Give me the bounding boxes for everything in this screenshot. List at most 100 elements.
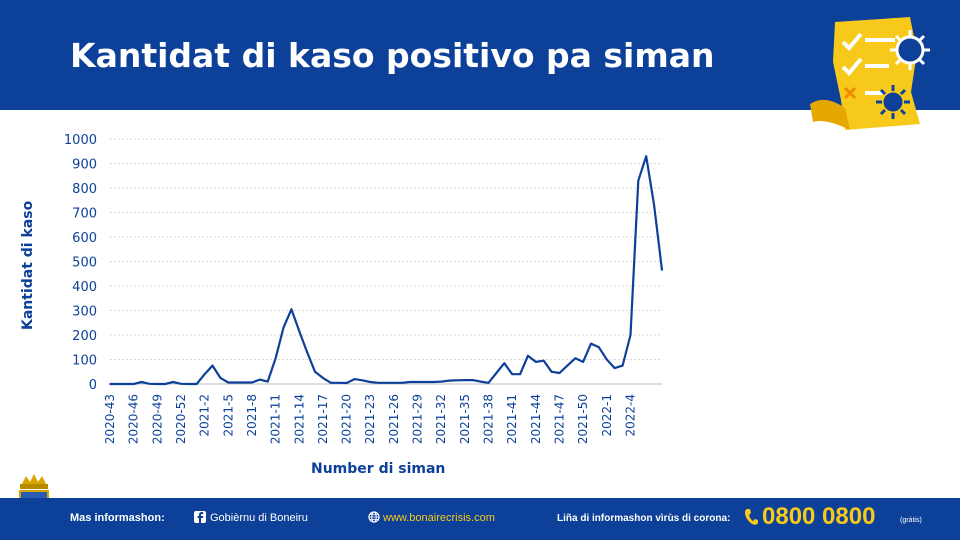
data-point — [109, 383, 111, 385]
data-point — [195, 383, 198, 385]
footer-bar: Mas informashon: Gobièrnu di Boneiru www… — [0, 498, 960, 540]
data-point — [290, 308, 293, 311]
data-point — [148, 382, 151, 385]
x-tick-label: 2021-38 — [482, 394, 496, 444]
data-point — [456, 379, 458, 382]
data-point — [464, 379, 466, 381]
data-point — [211, 364, 214, 367]
y-tick-label: 900 — [72, 158, 97, 173]
data-point — [661, 269, 663, 271]
data-point — [558, 372, 561, 374]
data-point — [527, 355, 529, 357]
y-tick-label: 800 — [72, 182, 97, 197]
data-point — [582, 361, 584, 363]
x-tick-label: 2022-1 — [600, 394, 614, 437]
cases-line-chart: 0 100 200 300 400 500 600 700 800 900 1000 2020-43 2… — [64, 133, 664, 444]
more-info-label: Mas informashon: — [70, 512, 165, 524]
x-tick-label: 2021-44 — [529, 394, 543, 444]
phone-icon — [744, 508, 758, 529]
data-point — [156, 383, 159, 385]
data-point — [590, 342, 592, 345]
x-tick-label: 2021-5 — [221, 394, 235, 437]
y-tick-label: 500 — [72, 256, 97, 271]
data-point — [117, 383, 119, 385]
data-point — [227, 381, 230, 384]
header-banner: Kantidat di kaso positivo pa siman — [0, 0, 960, 130]
data-point — [424, 381, 427, 383]
data-point — [574, 357, 577, 360]
x-tick-label: 2021-41 — [505, 394, 519, 444]
data-point — [337, 381, 340, 384]
x-tick-label: 2022-4 — [623, 394, 637, 437]
data-point — [487, 381, 490, 384]
x-tick-label: 2020-49 — [150, 394, 164, 444]
data-point — [448, 379, 450, 382]
data-point — [172, 381, 174, 383]
data-point — [385, 381, 387, 384]
data-point — [542, 359, 545, 362]
hotline-label: Liña di informashon vìrùs di corona: — [557, 513, 731, 524]
data-point — [550, 370, 553, 373]
x-tick-label: 2021-26 — [387, 394, 401, 444]
x-tick-label: 2021-8 — [245, 394, 259, 437]
data-point — [266, 380, 269, 383]
data-point — [535, 361, 537, 363]
page-title: Kantidat di kaso positivo pa siman — [70, 36, 715, 75]
data-point — [471, 379, 474, 381]
y-tick-label: 600 — [72, 231, 97, 246]
data-point — [314, 370, 316, 373]
x-tick-label: 2021-23 — [363, 394, 377, 444]
website-link[interactable]: www.bonairecrisis.com — [383, 512, 495, 524]
x-tick-label: 2021-50 — [576, 394, 590, 444]
data-point — [432, 381, 435, 383]
y-tick-label: 700 — [72, 207, 97, 222]
data-point — [606, 358, 608, 361]
data-point — [377, 381, 379, 384]
data-point — [519, 373, 521, 376]
data-point — [393, 381, 395, 384]
x-tick-label: 2021-14 — [292, 394, 306, 444]
data-point — [219, 377, 222, 379]
facebook-icon — [194, 511, 206, 526]
data-point — [629, 334, 632, 336]
data-point — [298, 330, 301, 333]
data-point — [235, 381, 237, 384]
y-tick-label: 200 — [72, 329, 97, 344]
data-point — [164, 383, 166, 385]
data-point — [282, 326, 285, 329]
x-tick-label: 2021-20 — [340, 394, 354, 444]
data-point — [251, 381, 253, 384]
facebook-link[interactable]: Gobièrnu di Boneiru — [210, 512, 308, 524]
data-point — [613, 367, 616, 369]
y-axis-title: Kantidat di kaso — [20, 200, 36, 330]
x-tick-label: 2021-29 — [411, 394, 425, 444]
data-point — [408, 381, 411, 383]
data-point — [400, 381, 403, 384]
hotline-number[interactable]: 0800 0800 — [762, 503, 876, 530]
x-tick-label: 2021-11 — [269, 394, 283, 444]
x-tick-label: 2021-2 — [198, 394, 212, 437]
x-tick-label: 2021-47 — [552, 394, 566, 444]
data-point — [653, 204, 655, 206]
data-point — [361, 379, 364, 382]
data-point — [140, 381, 143, 383]
y-tick-label: 400 — [72, 280, 97, 295]
data-point — [124, 383, 127, 385]
data-point — [511, 373, 513, 376]
data-point — [503, 362, 506, 364]
y-tick-label: 100 — [72, 354, 97, 369]
globe-icon — [368, 511, 380, 526]
x-tick-label: 2020-52 — [174, 394, 188, 444]
data-point — [416, 381, 419, 383]
data-point — [330, 381, 332, 384]
series-line — [110, 155, 664, 386]
x-tick-label: 2020-46 — [127, 394, 141, 444]
data-point — [495, 372, 498, 374]
data-point — [243, 381, 245, 384]
checklist-virus-icon — [810, 17, 930, 130]
y-tick-label: 300 — [72, 305, 97, 320]
data-point — [274, 357, 277, 360]
data-point — [353, 378, 356, 380]
data-point — [306, 351, 308, 353]
data-point — [322, 377, 324, 379]
